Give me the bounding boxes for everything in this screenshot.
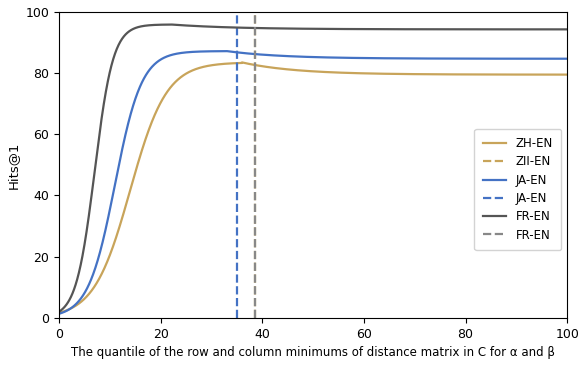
JA-EN — [81, 290, 88, 294]
JA-EN — [223, 49, 230, 53]
ZH-EN — [239, 60, 246, 65]
JA-EN — [549, 56, 556, 61]
FR-EN — [56, 310, 63, 314]
X-axis label: The quantile of the row and column minimums of distance matrix in C for α and β: The quantile of the row and column minim… — [71, 346, 555, 359]
JA-EN — [56, 311, 63, 316]
ZII-EN — [251, 315, 258, 320]
FR-EN — [549, 27, 556, 31]
FR-EN — [303, 27, 310, 31]
ZH-EN — [456, 72, 463, 76]
ZH-EN — [289, 68, 297, 72]
FR-EN — [289, 26, 297, 31]
FR-EN — [549, 27, 556, 31]
JA-EN — [233, 313, 240, 317]
ZII-EN — [251, 313, 258, 317]
FR-EN — [168, 22, 175, 27]
FR-EN — [251, 313, 258, 317]
Legend: ZH-EN, ZII-EN, JA-EN, JA-EN, FR-EN, FR-EN: ZH-EN, ZII-EN, JA-EN, JA-EN, FR-EN, FR-E… — [475, 129, 561, 250]
FR-EN — [564, 27, 571, 31]
JA-EN — [303, 55, 310, 59]
Line: ZH-EN: ZH-EN — [59, 63, 567, 313]
FR-EN — [456, 27, 463, 31]
FR-EN — [251, 315, 258, 320]
ZH-EN — [303, 69, 310, 73]
JA-EN — [549, 56, 556, 61]
JA-EN — [289, 54, 297, 59]
ZH-EN — [564, 72, 571, 77]
JA-EN — [456, 56, 463, 61]
Line: FR-EN: FR-EN — [59, 25, 567, 312]
Line: JA-EN: JA-EN — [59, 51, 567, 314]
FR-EN — [81, 239, 88, 244]
JA-EN — [233, 315, 240, 320]
JA-EN — [564, 56, 571, 61]
ZH-EN — [81, 296, 88, 300]
ZH-EN — [56, 311, 63, 315]
ZH-EN — [549, 72, 556, 77]
Y-axis label: Hits@1: Hits@1 — [7, 141, 20, 188]
ZH-EN — [549, 72, 556, 77]
